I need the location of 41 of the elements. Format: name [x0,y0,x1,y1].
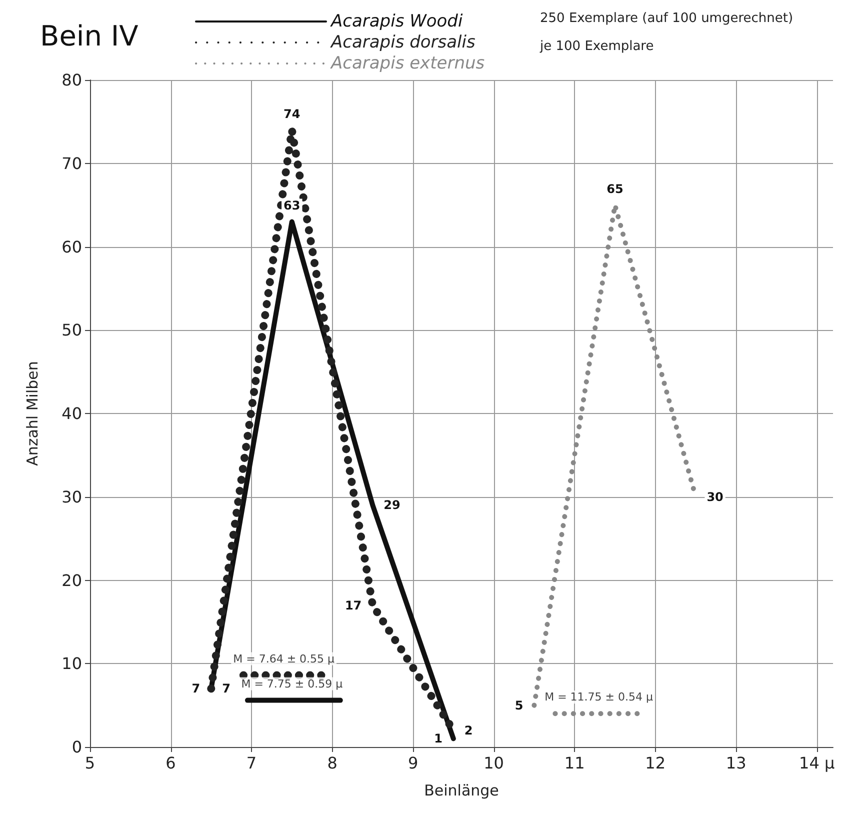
y-tick-label: 40 [62,404,82,423]
annotation: M = 7.75 ± 0.59 μ [241,677,343,690]
data-label: 5 [514,698,524,712]
data-label: 1 [434,732,442,746]
x-tick-label: 14 μ [799,754,835,772]
y-tick-label: 80 [62,70,82,90]
x-tick-label: 9 [408,754,418,772]
y-tick-label: 20 [62,570,82,590]
x-tick-label: 10 [484,754,504,772]
data-label: 74 [284,107,300,122]
data-label: 65 [606,182,624,196]
text: 250 Exemplare (auf 100 umgerechnet) [540,11,794,26]
text: je 100 Exemplare [539,39,654,54]
data-label: 63 [284,198,300,213]
annotation: M = 7.64 ± 0.55 μ [233,652,335,666]
y-tick-label: 0 [72,738,82,756]
x-tick-label: 12 [645,754,666,772]
x-tick-label: 5 [84,754,96,772]
y-tick-label: 70 [62,154,82,173]
text: Acarapis externus [330,54,485,74]
y-axis-title: Anzahl Milben [24,361,42,466]
annotation: M = 11.75 ± 0.54 μ [544,690,653,704]
data-label: 7 [222,682,230,696]
y-tick-label: 60 [62,237,82,256]
chart-title: Bein IV [40,20,138,52]
x-tick-label: 6 [166,754,176,772]
x-tick-label: 13 [726,754,746,772]
data-label: 30 [706,490,724,504]
x-tick-label: 11 [564,754,585,772]
x-axis-title: Beinlänge [424,782,499,800]
y-tick-label: 30 [62,487,82,506]
data-label: 17 [344,598,362,612]
data-label: 29 [384,498,400,512]
y-tick-label: 50 [62,320,82,340]
data-label: 2 [464,723,473,738]
x-tick-label: 7 [246,754,257,772]
x-tick-label: 8 [327,754,338,772]
text: Acarapis dorsalis [330,32,476,52]
data-label: 7 [192,682,200,696]
text: Acarapis Woodi [330,12,463,32]
y-tick-label: 10 [62,654,82,674]
